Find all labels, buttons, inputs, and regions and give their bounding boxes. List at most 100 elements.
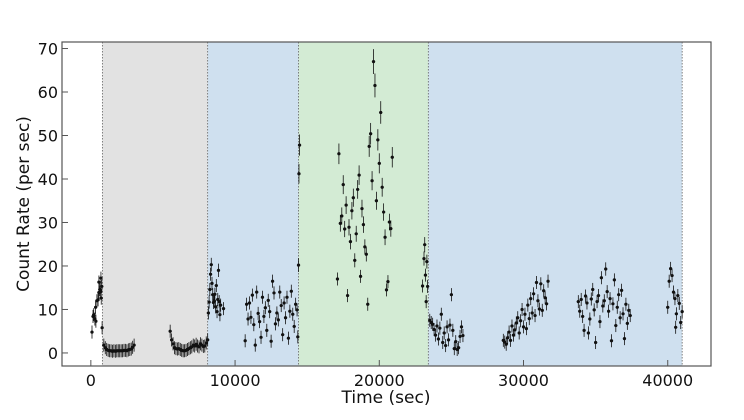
data-point — [361, 216, 366, 233]
data-point — [246, 312, 250, 326]
data-point — [252, 318, 256, 332]
data-point — [380, 177, 384, 197]
data-point — [588, 312, 592, 326]
data-point — [286, 331, 291, 345]
data-point — [621, 307, 625, 321]
data-point — [208, 267, 213, 281]
data-point — [263, 301, 267, 315]
data-point — [285, 290, 289, 304]
data-point — [132, 338, 136, 352]
data-point — [586, 326, 591, 340]
data-point — [540, 303, 544, 317]
data-point — [576, 295, 580, 309]
data-point — [619, 283, 624, 297]
data-point — [356, 180, 360, 199]
data-point — [423, 237, 427, 253]
data-point — [532, 287, 536, 301]
data-point — [612, 273, 616, 287]
data-point — [674, 307, 678, 321]
data-point — [276, 313, 280, 327]
data-point — [366, 297, 370, 311]
data-point — [367, 135, 371, 157]
data-point — [376, 129, 380, 151]
data-point — [90, 325, 94, 339]
data-point — [602, 294, 606, 308]
data-point — [215, 305, 219, 319]
data-point — [386, 275, 390, 289]
data-point — [294, 297, 298, 311]
data-point — [628, 309, 632, 323]
data-point — [546, 274, 550, 288]
data-point — [596, 289, 601, 303]
data-point — [369, 122, 373, 145]
data-point — [543, 291, 547, 305]
y-axis-label: Count Rate (per sec) — [14, 116, 34, 292]
data-point — [219, 298, 223, 312]
data-point — [99, 271, 103, 285]
data-point — [679, 315, 683, 330]
data-point — [297, 134, 302, 156]
data-point — [364, 246, 368, 262]
x-tick-label: 40000 — [642, 371, 693, 390]
data-point — [100, 321, 104, 335]
data-point — [591, 282, 595, 296]
data-point — [216, 263, 221, 277]
data-point — [288, 304, 292, 318]
region-phase-2 — [207, 42, 299, 366]
data-point — [523, 307, 527, 321]
data-point — [599, 271, 603, 285]
data-point — [534, 275, 539, 290]
data-point — [265, 323, 269, 337]
data-point — [614, 319, 618, 333]
data-point — [444, 339, 448, 353]
data-point — [585, 296, 589, 310]
y-axis-ticks: 0 10 20 30 40 50 60 70 — [38, 40, 68, 363]
data-points — [90, 49, 684, 358]
data-point — [583, 289, 588, 303]
data-point — [420, 279, 425, 293]
data-point — [337, 143, 341, 165]
data-point — [295, 303, 299, 317]
data-point — [256, 306, 260, 320]
data-point — [520, 302, 524, 316]
data-point — [539, 277, 543, 291]
y-tick-label: 20 — [38, 257, 58, 276]
x-tick-label: 0 — [86, 371, 96, 390]
data-point — [519, 314, 523, 328]
data-point — [529, 292, 533, 306]
data-point — [449, 288, 453, 302]
data-point — [279, 299, 283, 313]
data-point — [358, 269, 363, 283]
data-point — [383, 229, 387, 246]
data-point — [214, 279, 218, 293]
data-point — [344, 196, 348, 214]
data-point — [259, 330, 263, 344]
data-point — [425, 254, 429, 269]
data-point — [507, 325, 511, 339]
data-point — [341, 175, 345, 195]
data-point — [582, 323, 586, 337]
data-point — [257, 315, 262, 329]
data-point — [439, 307, 443, 321]
data-point — [102, 338, 106, 352]
data-point — [206, 306, 210, 320]
data-point — [424, 295, 428, 309]
y-tick-label: 70 — [38, 40, 58, 59]
x-tick-label: 30000 — [498, 371, 549, 390]
data-point — [272, 286, 276, 300]
data-point — [517, 326, 521, 340]
data-point — [275, 306, 279, 320]
data-point — [581, 309, 585, 323]
data-point — [516, 311, 520, 325]
data-point — [255, 285, 259, 299]
data-point — [269, 334, 273, 348]
data-point — [270, 274, 275, 288]
data-point — [448, 318, 452, 332]
data-point — [508, 333, 513, 347]
data-point — [335, 272, 340, 286]
data-point — [100, 279, 104, 293]
data-point — [527, 312, 531, 326]
data-point — [282, 296, 286, 310]
data-point — [441, 335, 445, 350]
